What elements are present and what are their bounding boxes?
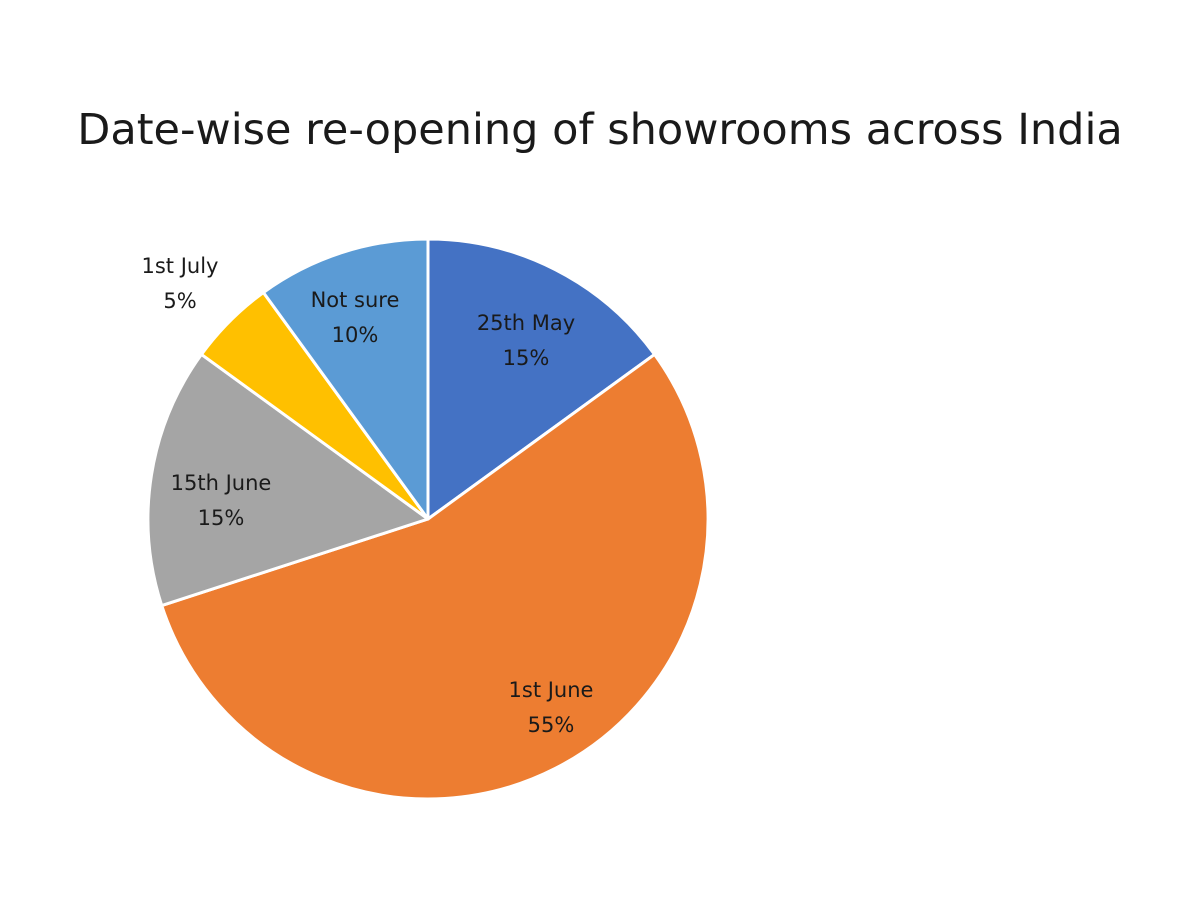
slice-percent-label: 5% xyxy=(163,289,196,313)
pie-slices xyxy=(146,237,710,801)
slice-category-label: 1st June xyxy=(509,678,594,702)
slice-category-label: 1st July xyxy=(142,254,219,278)
slice-category-label: 15th June xyxy=(171,471,272,495)
slice-percent-label: 15% xyxy=(503,346,550,370)
pie-slice-15th-june xyxy=(146,352,430,608)
chart-title: Date-wise re-opening of showrooms across… xyxy=(77,105,1123,155)
pie-slice-1st-june xyxy=(160,352,710,801)
pie-labels: 25th May 15% 1st June 55% 15th June 15% 1st Ju… xyxy=(142,254,594,737)
slice-category-label: Not sure xyxy=(311,288,400,312)
pie-slice-25th-may xyxy=(426,237,657,521)
slice-percent-label: 15% xyxy=(198,506,245,530)
pie-slice-not-sure xyxy=(261,237,430,521)
slice-percent-label: 55% xyxy=(528,713,575,737)
slice-percent-label: 10% xyxy=(332,323,379,347)
slice-category-label: 25th May xyxy=(477,311,575,335)
